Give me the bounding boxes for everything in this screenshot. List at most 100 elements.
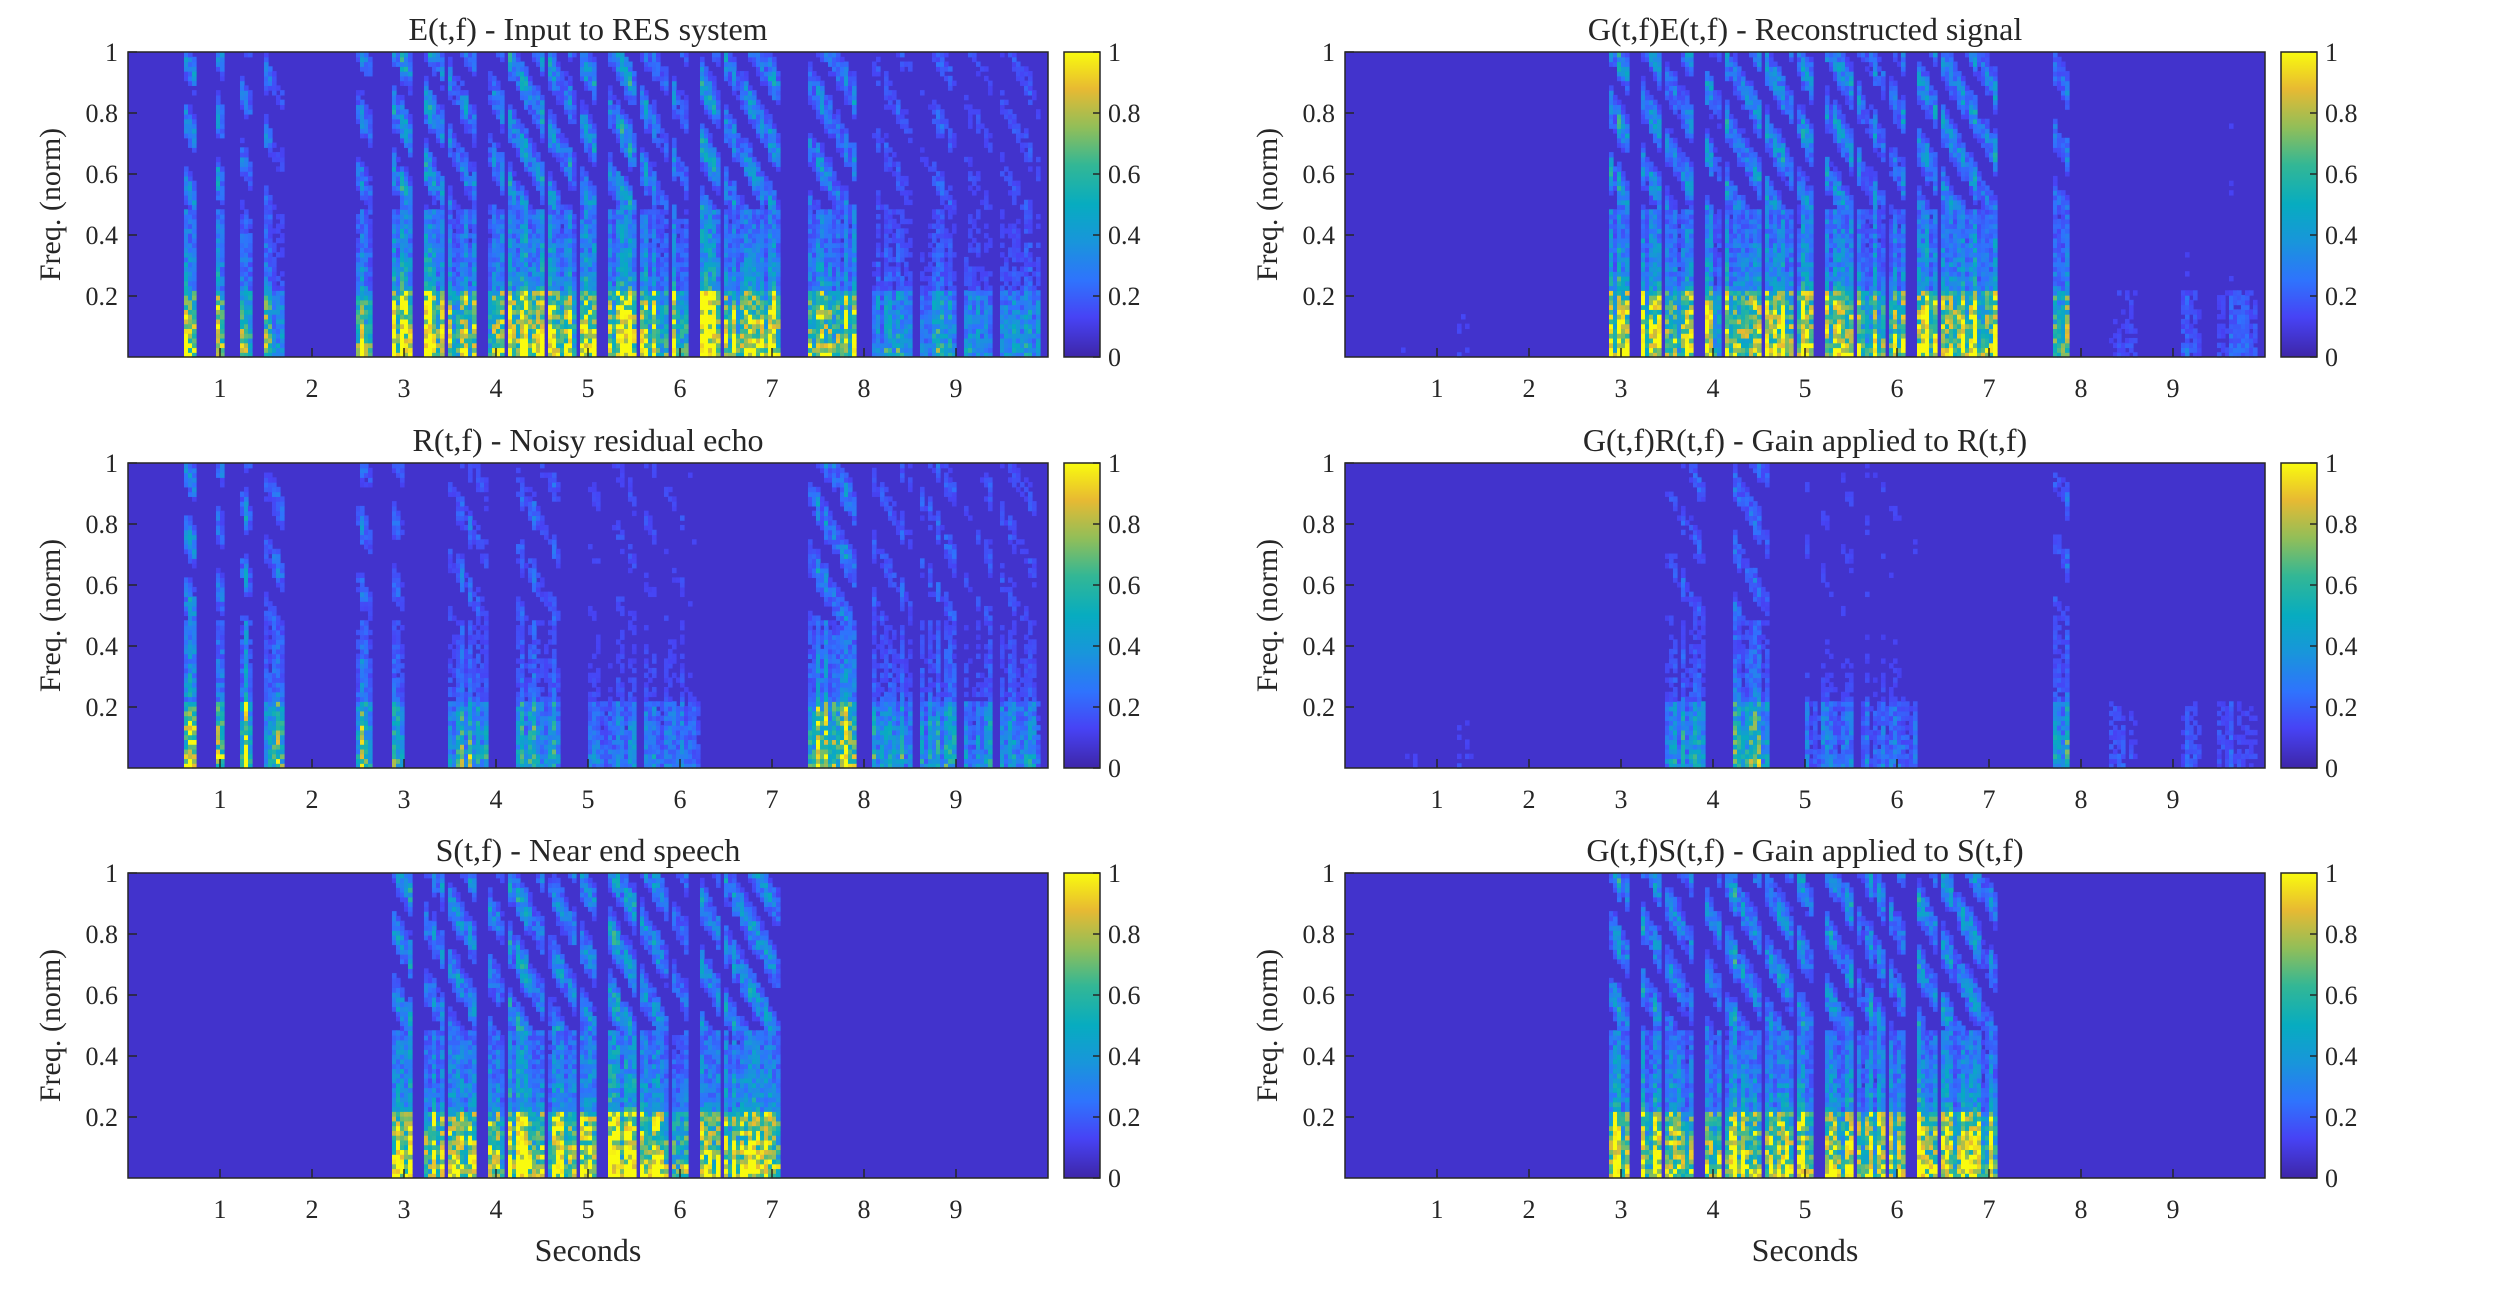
heatmap-cell (704, 338, 709, 343)
heatmap-cell (400, 176, 405, 181)
heatmap-cell (508, 247, 513, 252)
heatmap-cell (728, 205, 733, 210)
heatmap-cell (400, 276, 405, 281)
heatmap-cell (560, 295, 565, 300)
heatmap-cell (740, 143, 745, 148)
heatmap-cell (528, 300, 533, 305)
heatmap-cell (648, 176, 653, 181)
heatmap-cell (820, 114, 825, 119)
heatmap-cell (244, 162, 249, 167)
heatmap-cell (572, 266, 577, 271)
heatmap-cell (492, 305, 497, 310)
heatmap-cell (760, 343, 765, 348)
heatmap-cell (436, 119, 441, 124)
heatmap-cell (512, 214, 517, 219)
heatmap-cell (764, 195, 769, 200)
heatmap-cell (452, 305, 457, 310)
heatmap-cell (716, 324, 721, 329)
heatmap-cell (532, 119, 537, 124)
heatmap-cell (500, 57, 505, 62)
heatmap-cell (568, 81, 573, 86)
heatmap-cell (280, 238, 285, 243)
heatmap-cell (280, 328, 285, 333)
heatmap-cell (776, 209, 781, 214)
heatmap-cell (428, 162, 433, 167)
heatmap-cell (704, 281, 709, 286)
heatmap-cell (564, 147, 569, 152)
heatmap-cell (280, 309, 285, 314)
heatmap-cell (684, 319, 689, 324)
heatmap-cell (528, 171, 533, 176)
heatmap-cell (532, 52, 537, 57)
heatmap-cell (708, 252, 713, 257)
heatmap-cell (660, 324, 665, 329)
heatmap-cell (512, 243, 517, 248)
heatmap-cell (452, 271, 457, 276)
heatmap-cell (616, 324, 621, 329)
heatmap-cell (524, 200, 529, 205)
heatmap-cell (652, 266, 657, 271)
heatmap-cell (488, 85, 493, 90)
heatmap-cell (500, 185, 505, 190)
heatmap-cell (392, 233, 397, 238)
heatmap-cell (356, 333, 361, 338)
heatmap-cell (620, 62, 625, 67)
heatmap-cell (608, 123, 613, 128)
heatmap-cell (404, 262, 409, 267)
heatmap-cell (264, 52, 269, 57)
heatmap-cell (272, 347, 277, 352)
heatmap-cell (524, 309, 529, 314)
heatmap-cell (624, 205, 629, 210)
heatmap-cell (728, 271, 733, 276)
heatmap-cell (548, 295, 553, 300)
heatmap-cell (632, 309, 637, 314)
heatmap-cell (556, 138, 561, 143)
heatmap-cell (676, 171, 681, 176)
heatmap-cell (776, 328, 781, 333)
heatmap-cell (820, 305, 825, 310)
heatmap-cell (756, 62, 761, 67)
heatmap-cell (536, 257, 541, 262)
heatmap-cell (644, 243, 649, 248)
heatmap-cell (536, 176, 541, 181)
heatmap-cell (760, 57, 765, 62)
heatmap-cell (820, 104, 825, 109)
heatmap-cell (524, 290, 529, 295)
heatmap-cell (548, 247, 553, 252)
heatmap-cell (656, 195, 661, 200)
heatmap-cell (644, 257, 649, 262)
heatmap-cell (428, 333, 433, 338)
heatmap-cell (464, 123, 469, 128)
heatmap-cell (700, 81, 705, 86)
heatmap-cell (392, 162, 397, 167)
heatmap-cell (556, 262, 561, 267)
heatmap-cell (532, 276, 537, 281)
heatmap-cell (216, 343, 221, 348)
heatmap-cell (592, 81, 597, 86)
heatmap-cell (752, 228, 757, 233)
heatmap-cell (628, 200, 633, 205)
heatmap-cell (360, 328, 365, 333)
heatmap-cell (680, 252, 685, 257)
heatmap-cell (408, 76, 413, 81)
heatmap-cell (220, 114, 225, 119)
heatmap-cell (624, 295, 629, 300)
heatmap-cell (724, 286, 729, 291)
heatmap-cell (644, 57, 649, 62)
heatmap-cell (448, 81, 453, 86)
heatmap-cell (704, 214, 709, 219)
heatmap-cell (392, 252, 397, 257)
heatmap-cell (632, 152, 637, 157)
heatmap-cell (564, 243, 569, 248)
heatmap-cell (556, 243, 561, 248)
heatmap-cell (520, 128, 525, 133)
heatmap-cell (512, 133, 517, 138)
heatmap-cell (572, 247, 577, 252)
heatmap-cell (616, 276, 621, 281)
heatmap-cell (684, 190, 689, 195)
heatmap-cell (640, 152, 645, 157)
heatmap-cell (448, 85, 453, 90)
heatmap-cell (736, 143, 741, 148)
heatmap-cell (724, 266, 729, 271)
heatmap-cell (516, 338, 521, 343)
